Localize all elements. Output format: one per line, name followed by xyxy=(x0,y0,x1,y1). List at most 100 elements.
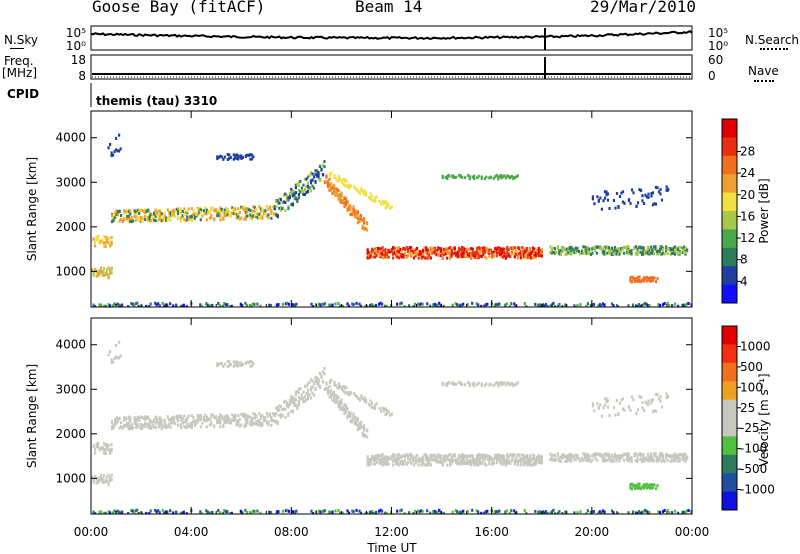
echo-cell xyxy=(402,253,405,257)
velocity-cells xyxy=(91,340,692,514)
echo-cell xyxy=(228,360,231,364)
echo-cell xyxy=(226,360,229,363)
echo-cell xyxy=(95,481,98,485)
echo-cell xyxy=(442,511,445,514)
echo-cell xyxy=(462,302,465,306)
echo-cell xyxy=(369,404,372,408)
echo-cell xyxy=(642,252,645,256)
echo-cell xyxy=(306,394,310,398)
echo-cell xyxy=(446,250,449,254)
echo-cell xyxy=(234,363,237,367)
echo-cell xyxy=(621,200,625,204)
echo-cell xyxy=(151,213,154,217)
echo-cell xyxy=(337,197,340,201)
echo-cell xyxy=(455,382,458,386)
echo-cell xyxy=(373,304,376,307)
echo-cell xyxy=(665,185,668,189)
echo-cell xyxy=(306,388,310,392)
echo-cell xyxy=(174,215,177,219)
echo-cell xyxy=(142,417,145,421)
echo-cell xyxy=(123,217,126,221)
echo-cell xyxy=(555,250,558,254)
echo-cell xyxy=(404,248,407,252)
echo-cell xyxy=(371,457,374,461)
echo-cell xyxy=(646,245,650,249)
echo-cell xyxy=(205,210,208,214)
echo-cell xyxy=(525,256,528,260)
echo-cell xyxy=(129,217,132,221)
echo-cell xyxy=(437,460,440,464)
echo-cell xyxy=(503,458,506,462)
echo-cell xyxy=(328,390,331,394)
echo-cell xyxy=(219,206,222,210)
echo-cell xyxy=(369,192,372,196)
echo-cell xyxy=(240,154,243,158)
echo-cell xyxy=(229,304,232,307)
echo-cell xyxy=(267,414,270,418)
echo-cell xyxy=(268,206,271,210)
echo-cell xyxy=(624,246,627,249)
echo-cell xyxy=(426,458,429,462)
echo-cell xyxy=(425,463,428,467)
echo-cell xyxy=(464,383,467,387)
echo-cell xyxy=(190,214,193,218)
echo-cell xyxy=(350,509,354,513)
echo-cell xyxy=(332,391,336,395)
echo-cell xyxy=(120,218,123,221)
echo-cell xyxy=(223,208,226,212)
echo-cell xyxy=(574,458,577,462)
echo-cell xyxy=(378,251,381,254)
echo-cell xyxy=(480,511,483,514)
echo-cell xyxy=(506,254,509,258)
echo-cell xyxy=(158,304,161,307)
echo-cell xyxy=(246,212,249,215)
echo-cell xyxy=(591,454,594,458)
echo-cell xyxy=(130,423,133,426)
echo-cell xyxy=(513,509,516,513)
echo-cell xyxy=(683,458,686,462)
echo-cell xyxy=(644,483,647,487)
echo-cell xyxy=(627,198,631,202)
echo-cell xyxy=(101,238,104,242)
echo-cell xyxy=(104,304,107,307)
echo-cell xyxy=(275,205,278,209)
echo-cell xyxy=(683,452,686,456)
echo-cell xyxy=(110,358,113,362)
echo-cell xyxy=(192,212,195,216)
echo-cell xyxy=(136,301,139,305)
echo-cell xyxy=(642,455,645,459)
echo-cell xyxy=(462,453,465,457)
echo-cell xyxy=(678,251,681,255)
echo-cell xyxy=(363,225,366,229)
echo-cell xyxy=(495,248,498,252)
echo-cell xyxy=(655,249,659,253)
echo-cell xyxy=(477,303,480,307)
echo-cell xyxy=(610,453,614,457)
echo-cell xyxy=(347,304,351,307)
echo-cell xyxy=(258,412,261,416)
echo-cell xyxy=(493,510,496,514)
echo-cell xyxy=(386,456,389,460)
echo-cell xyxy=(690,303,692,307)
echo-cell xyxy=(479,461,482,465)
echo-cell xyxy=(516,246,519,250)
echo-cell xyxy=(438,253,441,257)
echo-cell xyxy=(398,463,401,467)
echo-cell xyxy=(186,422,189,426)
echo-cell xyxy=(475,509,478,513)
echo-cell xyxy=(568,252,571,256)
echo-cell xyxy=(514,304,517,307)
echo-cell xyxy=(343,203,346,207)
echo-cell xyxy=(506,381,509,385)
echo-cell xyxy=(190,414,193,418)
echo-cell xyxy=(268,510,271,514)
echo-cell xyxy=(365,398,368,402)
echo-cell xyxy=(303,399,307,403)
echo-cell xyxy=(665,249,668,253)
echo-cell xyxy=(159,209,162,213)
echo-cell xyxy=(264,211,267,215)
echo-cell xyxy=(594,456,597,460)
echo-cell xyxy=(374,255,377,259)
echo-cell xyxy=(604,452,608,456)
